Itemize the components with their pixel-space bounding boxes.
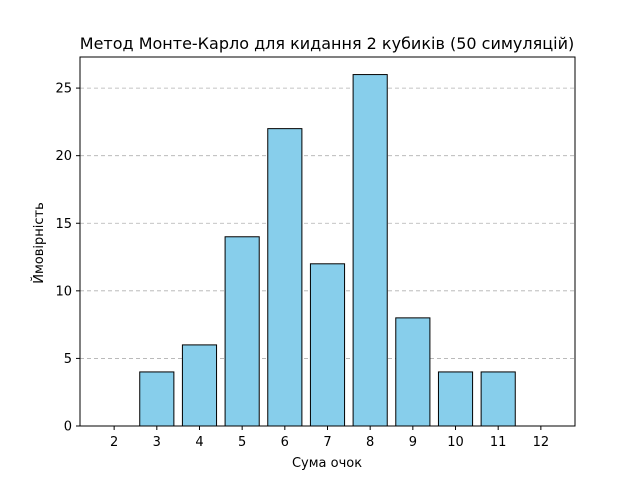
bar-11 [480, 371, 516, 427]
chart-title: Метод Монте-Карло для кидання 2 кубиків … [80, 34, 574, 53]
y-axis-ticks: 0 5 10 15 20 25 [55, 82, 80, 435]
bar-4 [181, 344, 218, 427]
bar-7 [309, 263, 346, 427]
x-tick-label-9: 9 [409, 435, 417, 450]
x-tick-label-4: 4 [195, 435, 203, 450]
x-axis-ticks: 2 3 4 5 6 7 8 9 10 11 12 [110, 426, 549, 450]
y-tick-label-5: 5 [64, 352, 72, 367]
y-tick-label-25: 25 [55, 82, 72, 97]
x-tick-label-11: 11 [490, 435, 507, 450]
x-tick-label-3: 3 [153, 435, 161, 450]
x-tick-label-7: 7 [323, 435, 331, 450]
bar-3 [139, 371, 175, 427]
y-tick-label-20: 20 [55, 149, 72, 164]
bar-6 [267, 128, 303, 427]
y-tick-label-10: 10 [55, 284, 72, 299]
x-tick-label-8: 8 [366, 435, 374, 450]
x-tick-label-12: 12 [533, 435, 550, 450]
y-tick-label-0: 0 [64, 420, 72, 435]
bars [139, 74, 516, 427]
x-axis-label: Сума очок [292, 456, 362, 471]
x-tick-label-6: 6 [281, 435, 289, 450]
bar-5 [224, 236, 260, 427]
x-tick-label-2: 2 [110, 435, 118, 450]
bar-9 [395, 317, 431, 427]
x-tick-label-10: 10 [447, 435, 464, 450]
x-tick-label-5: 5 [238, 435, 246, 450]
bar-8 [352, 74, 388, 427]
y-axis-label: Ймовірність [31, 202, 47, 284]
bar-10 [437, 371, 474, 427]
y-tick-label-15: 15 [55, 217, 72, 232]
